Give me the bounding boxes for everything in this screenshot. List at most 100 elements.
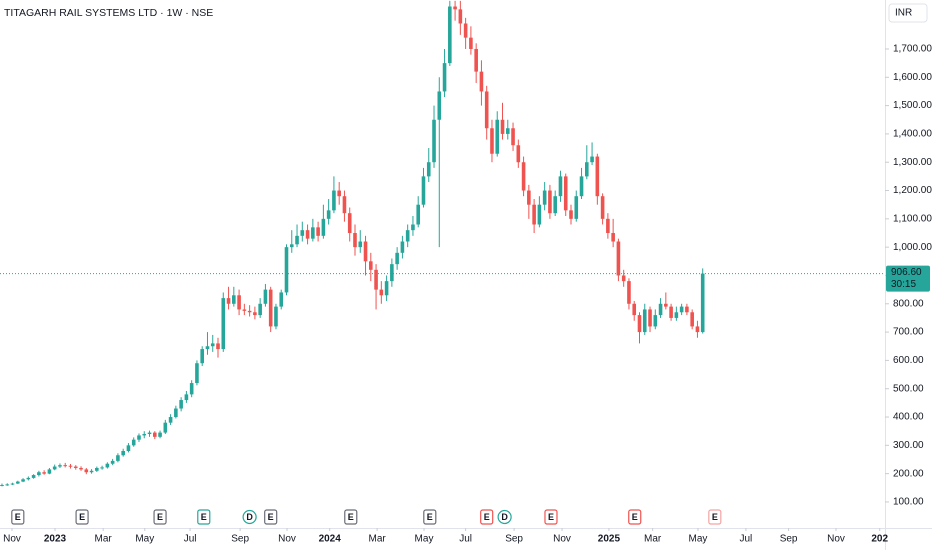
candle-body	[347, 213, 352, 233]
candle-body	[284, 247, 289, 293]
candle-body	[537, 204, 542, 225]
event-label: E	[15, 512, 21, 522]
event-marker	[197, 509, 211, 525]
last-price-label: 906.60	[891, 267, 922, 278]
event-label: E	[79, 512, 85, 522]
candle-body	[611, 232, 615, 242]
candle-body	[653, 315, 658, 327]
candle-body	[232, 295, 236, 304]
candle-body	[73, 466, 78, 468]
candle-body	[569, 210, 573, 219]
x-tick-label: 2025	[598, 534, 621, 545]
y-tick-label: 1,200.00	[893, 185, 932, 196]
x-tick-label: Nov	[3, 534, 21, 545]
candle-body	[116, 455, 120, 461]
x-tick-label: Sep	[231, 534, 249, 545]
candle-body	[26, 477, 31, 480]
candle-body	[274, 306, 278, 327]
x-tick-label: Jul	[184, 534, 197, 545]
x-tick-label: Jul	[459, 534, 472, 545]
y-tick-label: 700.00	[893, 327, 924, 338]
event-marker	[75, 509, 89, 525]
candle-body	[163, 422, 168, 433]
chart-title: TITAGARH RAIL SYSTEMS LTD · 1W · NSE	[4, 7, 213, 19]
candle-body	[384, 281, 389, 296]
candle-body	[616, 241, 621, 276]
candle-body	[237, 295, 241, 310]
candle-body	[469, 37, 473, 49]
candle-body	[679, 306, 684, 313]
candle-body	[126, 445, 131, 451]
candle-body	[453, 6, 457, 10]
event-marker	[480, 509, 494, 525]
x-tick-label: May	[689, 534, 708, 545]
y-tick-label: 100.00	[893, 497, 924, 508]
x-tick-label: May	[135, 534, 154, 545]
candle-body	[405, 230, 410, 242]
x-tick-label: Mar	[369, 534, 387, 545]
candle-body	[495, 119, 500, 154]
event-marker	[11, 509, 25, 525]
candle-body	[258, 303, 262, 316]
candle-body	[563, 176, 568, 211]
candle-body	[295, 235, 299, 245]
candle-body	[574, 196, 579, 219]
event-label: E	[548, 512, 554, 522]
candle-body	[326, 210, 331, 219]
candle-body	[168, 417, 173, 423]
candle-body	[242, 309, 247, 311]
candle-body	[553, 196, 557, 214]
candle-body	[621, 275, 626, 282]
candle-body	[590, 156, 594, 163]
candle-body	[174, 408, 178, 418]
candle-body	[448, 6, 452, 64]
candle-body	[411, 224, 415, 231]
candle-body	[332, 190, 336, 211]
candle-body	[516, 145, 521, 163]
candle-body	[210, 343, 215, 347]
candle-body	[627, 281, 631, 304]
candle-body	[37, 472, 41, 476]
candle-body	[542, 190, 547, 205]
candle-body	[253, 312, 257, 316]
x-tick-label: Mar	[95, 534, 113, 545]
candle-body	[511, 128, 515, 146]
candle-body	[147, 432, 152, 435]
event-label: E	[712, 512, 718, 522]
candle-body	[400, 241, 405, 253]
candle-body	[632, 303, 637, 316]
event-label: E	[348, 512, 354, 522]
x-tick-label: Sep	[505, 534, 523, 545]
event-marker	[708, 509, 722, 525]
y-tick-label: 1,300.00	[893, 157, 932, 168]
candle-body	[426, 162, 431, 177]
y-tick-label: 1,700.00	[893, 44, 932, 55]
candle-body	[500, 119, 505, 134]
candle-body	[184, 394, 189, 401]
y-tick-label: 400.00	[893, 412, 924, 423]
candle-body	[179, 400, 183, 409]
candle-body	[642, 309, 647, 333]
x-tick-label: Sep	[780, 534, 798, 545]
event-label: E	[201, 512, 207, 522]
candle-body	[131, 439, 136, 446]
candle-body	[700, 273, 705, 333]
candle-body	[395, 252, 399, 265]
candle-body	[279, 292, 284, 307]
y-tick-label: 800.00	[893, 298, 924, 309]
y-tick-label: 600.00	[893, 355, 924, 366]
currency-box[interactable]	[888, 3, 928, 23]
candle-body	[658, 303, 663, 316]
candle-body	[390, 264, 394, 282]
candle-body	[16, 481, 20, 484]
currency[interactable]: INR	[895, 8, 912, 19]
candle-body	[337, 190, 341, 197]
candle-body	[142, 434, 147, 436]
candle-body	[548, 190, 552, 214]
candle-body	[311, 227, 315, 239]
candle-body	[595, 156, 600, 197]
candle-body	[31, 475, 36, 478]
event-marker	[628, 509, 642, 525]
candle-body	[316, 227, 320, 236]
